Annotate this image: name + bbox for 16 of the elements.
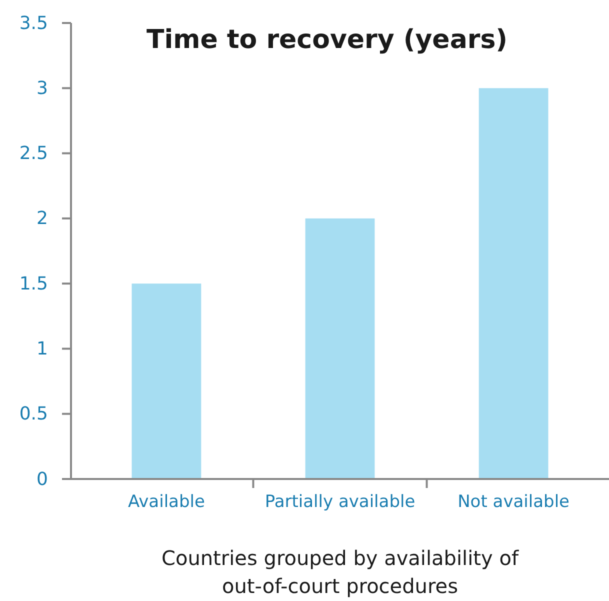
y-tick-label: 3 xyxy=(36,78,48,99)
y-tick-label: 0 xyxy=(36,468,48,490)
bar xyxy=(132,284,202,479)
y-tick-label: 0.5 xyxy=(19,404,48,425)
x-tick-label: Not available xyxy=(458,492,570,512)
y-tick-label: 1.5 xyxy=(19,273,48,294)
y-tick-label: 2 xyxy=(36,208,48,230)
x-axis-title: Countries grouped by availability of out-of-court procedures xyxy=(162,546,520,598)
x-tick-label: Available xyxy=(128,492,205,512)
x-tick-label: Partially available xyxy=(264,492,416,512)
y-tick-label: 1 xyxy=(36,338,48,360)
chart-title: Time to recovery (years) xyxy=(146,25,508,55)
y-tick-label: 2.5 xyxy=(19,143,48,164)
bar xyxy=(478,88,548,479)
y-tick-label: 3.5 xyxy=(19,12,48,34)
bar xyxy=(305,218,375,479)
